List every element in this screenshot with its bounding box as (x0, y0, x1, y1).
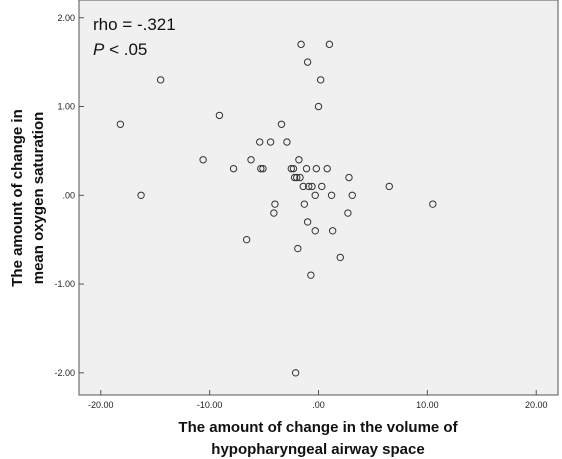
data-point (287, 164, 295, 173)
data-point (300, 200, 309, 208)
data-points (116, 40, 437, 377)
data-point (116, 120, 125, 128)
x-axis-title-line1: The amount of change in the volume of (178, 419, 458, 436)
data-point (290, 173, 299, 182)
data-point (277, 120, 286, 128)
data-point (271, 200, 279, 208)
p-annotation: P < .05 (93, 40, 147, 59)
data-point (316, 76, 325, 84)
data-point (137, 191, 145, 199)
data-point (283, 138, 291, 146)
y-axis-title-line1: The amount of change in (9, 109, 26, 287)
data-point (293, 173, 301, 182)
data-point (215, 111, 224, 120)
data-point (311, 191, 319, 199)
data-point (345, 173, 353, 182)
data-point (312, 164, 321, 173)
data-point (296, 173, 304, 182)
data-point (256, 138, 264, 146)
data-point (289, 164, 298, 173)
rho-annotation: rho = -.321 (93, 15, 176, 34)
y-axis-title-line2: mean oxygen saturation (30, 112, 47, 285)
data-point (328, 227, 337, 235)
data-point (314, 102, 323, 111)
data-point (318, 182, 326, 191)
x-tick-label: -20.00 (88, 400, 114, 410)
y-tick-label: .00 (62, 190, 75, 200)
data-point (308, 182, 316, 191)
data-point (327, 191, 336, 199)
data-point (323, 164, 331, 173)
data-point (303, 58, 312, 66)
data-point (311, 227, 319, 235)
data-point (307, 271, 315, 279)
x-tick-label: 20.00 (525, 400, 548, 410)
data-point (266, 138, 275, 146)
y-tick-label: -1.00 (54, 279, 75, 289)
data-point (257, 164, 265, 173)
data-point (199, 156, 207, 164)
plot-area (78, 0, 559, 396)
data-point (305, 182, 313, 191)
data-point (299, 182, 307, 191)
axis-ticks: -20.00 -10.00 .00 10.00 20.00 2.00 1.00 .00 -1.0… (54, 13, 547, 410)
data-point (229, 164, 238, 173)
data-point (325, 40, 334, 49)
data-point (242, 235, 251, 244)
data-point (270, 209, 278, 217)
data-point (302, 164, 311, 173)
data-point (291, 369, 300, 377)
data-point (336, 253, 344, 262)
data-point (295, 156, 303, 164)
y-tick-label: 1.00 (57, 102, 75, 112)
x-tick-label: 10.00 (416, 400, 439, 410)
x-axis-title-line2: hypopharyngeal airway space (211, 441, 424, 458)
data-point (429, 200, 437, 208)
data-point (348, 191, 356, 199)
x-tick-label: -10.00 (197, 400, 223, 410)
data-point (156, 76, 165, 84)
p-condition: < .05 (104, 40, 147, 59)
data-point (294, 244, 302, 253)
data-point (385, 182, 393, 191)
data-point (247, 156, 255, 164)
p-letter: P (93, 40, 105, 59)
y-tick-label: -2.00 (54, 368, 75, 378)
data-point (303, 218, 312, 226)
y-tick-label: 2.00 (57, 13, 75, 23)
data-point (259, 164, 267, 173)
data-point (297, 40, 305, 49)
data-point (344, 209, 352, 217)
x-tick-label: .00 (312, 400, 325, 410)
